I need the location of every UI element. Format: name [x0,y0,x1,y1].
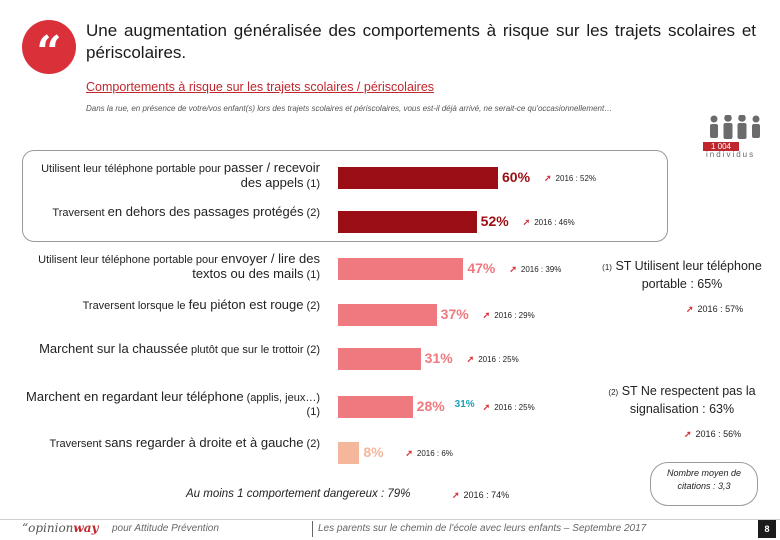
st-ref: (2) [608,388,619,397]
footer-divider [0,519,780,520]
bar [338,348,421,370]
bar-value-label: 47% [467,260,496,276]
footer-study: Les parents sur le chemin de l'école ave… [318,523,647,534]
bar [338,442,360,464]
category-label: Utilisent leur téléphone portable pour p… [41,160,320,191]
footer-client: pour Attitude Prévention [112,523,219,534]
st-prev: ➚ 2016 : 57% [686,304,744,314]
opinionway-logo: “opinionway [22,521,99,535]
st-text: ST Utilisent leur téléphone portable : 6… [615,259,762,291]
arrow-up-icon: ➚ [686,304,694,314]
bar-value-label: 60% [502,169,531,185]
arrow-up-icon: ➚ [544,173,552,183]
st-ref: (1) [602,263,612,272]
previous-year-label: ➚ 2016 : 29% [482,310,535,320]
bar-value-label: 28% [416,398,445,414]
bar [338,167,498,189]
category-label: Traversent en dehors des passages protég… [52,204,320,220]
bar [338,211,477,233]
st-text: ST Ne respectent pas la signalisation : … [621,384,756,416]
category-label: Marchent sur la chaussée plutôt que sur … [39,341,320,357]
st-block-phone: (1) ST Utilisent leur téléphone portable… [592,258,772,293]
arrow-up-icon: ➚ [452,490,460,500]
extra-value-label: 31% [454,399,475,410]
arrow-up-icon: ➚ [482,310,491,320]
previous-year-label: ➚ 2016 : 52% [544,173,597,183]
previous-year-label: ➚ 2016 : 46% [522,217,575,227]
arrow-up-icon: ➚ [522,217,531,227]
bar [338,304,437,326]
highlight-frame [22,150,668,242]
sample-unit: individus [706,150,756,159]
summary-prev: ➚ 2016 : 74% [452,490,510,500]
arrow-up-icon: ➚ [684,429,692,439]
previous-year-label: ➚ 2016 : 6% [405,448,453,458]
footer-separator [312,521,313,537]
arrow-up-icon: ➚ [466,354,475,364]
citations-badge: Nombre moyen de citations : 3,3 [650,462,758,506]
bar-value-label: 52% [480,213,509,229]
sample-count: 1 004 [703,142,739,151]
summary-text: Au moins 1 comportement dangereux : 79% [186,488,411,500]
question-note: Dans la rue, en présence de votre/vos en… [86,104,613,113]
category-label: Traversent lorsque le feu piéton est rou… [82,297,320,313]
bar-value-label: 31% [424,350,453,366]
page-number: 8 [758,520,776,538]
bar-value-label: 37% [440,306,469,322]
previous-year-label: ➚ 2016 : 25% [482,402,535,412]
st-block-signal: (2) ST Ne respectent pas la signalisatio… [592,383,772,418]
bar [338,258,464,280]
arrow-up-icon: ➚ [509,264,517,274]
people-icon [710,115,760,139]
bar [338,396,413,418]
category-label: Marchent en regardant leur téléphone (ap… [26,389,320,419]
category-label: Traversent sans regarder à droite et à g… [49,435,320,451]
previous-year-label: ➚ 2016 : 39% [509,264,562,274]
bar-value-label: 8% [363,444,384,460]
chart-subtitle: Comportements à risque sur les trajets s… [86,80,435,94]
previous-year-label: ➚ 2016 : 25% [466,354,519,364]
category-label: Utilisent leur téléphone portable pour e… [38,251,320,282]
quote-icon: “ [22,20,76,78]
arrow-up-icon: ➚ [405,448,413,458]
page-title: Une augmentation généralisée des comport… [86,21,756,62]
arrow-up-icon: ➚ [482,402,491,412]
st-prev: ➚ 2016 : 56% [684,429,742,439]
